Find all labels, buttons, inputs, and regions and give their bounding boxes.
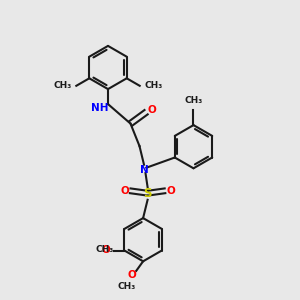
Text: O: O [147,105,156,115]
Text: CH₃: CH₃ [95,245,113,254]
Text: O: O [101,245,110,255]
Text: CH₃: CH₃ [184,96,202,105]
Text: O: O [120,186,129,196]
Text: S: S [143,187,152,200]
Text: O: O [128,270,137,280]
Text: CH₃: CH₃ [54,81,72,90]
Text: N: N [140,165,148,175]
Text: NH: NH [91,103,108,113]
Text: O: O [166,186,175,196]
Text: CH₃: CH₃ [117,282,135,291]
Text: CH₃: CH₃ [144,81,162,90]
